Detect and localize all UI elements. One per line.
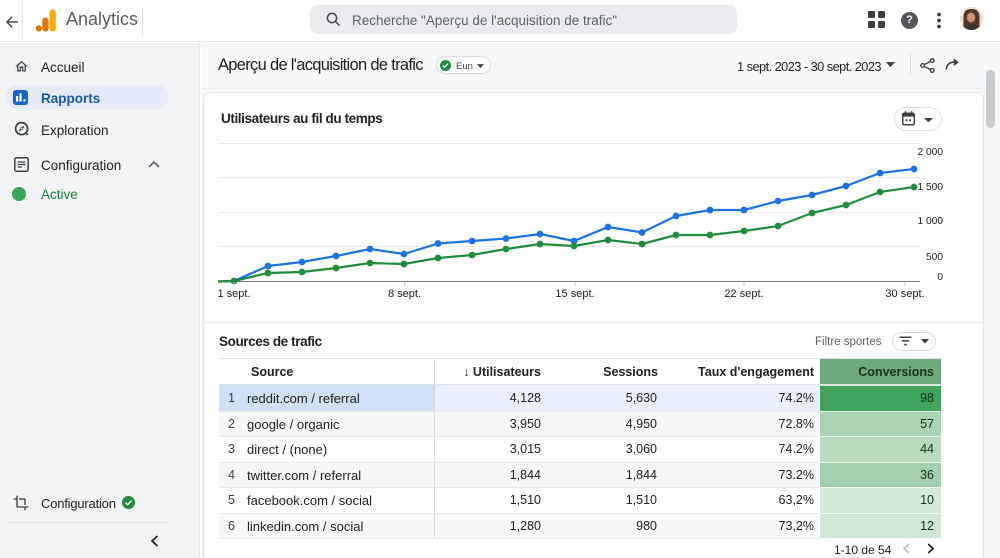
svg-text:22 sept.: 22 sept. [724, 288, 763, 300]
svg-text:2 000: 2 000 [918, 147, 944, 158]
svg-text:15 sept.: 15 sept. [555, 288, 594, 300]
svg-text:1 000: 1 000 [918, 216, 944, 227]
svg-text:8 sept.: 8 sept. [388, 288, 421, 300]
svg-text:30 sept.: 30 sept. [885, 288, 924, 300]
svg-text:0: 0 [937, 272, 943, 283]
svg-text:1 sept.: 1 sept. [217, 288, 250, 300]
svg-text:1 500: 1 500 [918, 182, 944, 193]
svg-text:500: 500 [926, 252, 943, 263]
